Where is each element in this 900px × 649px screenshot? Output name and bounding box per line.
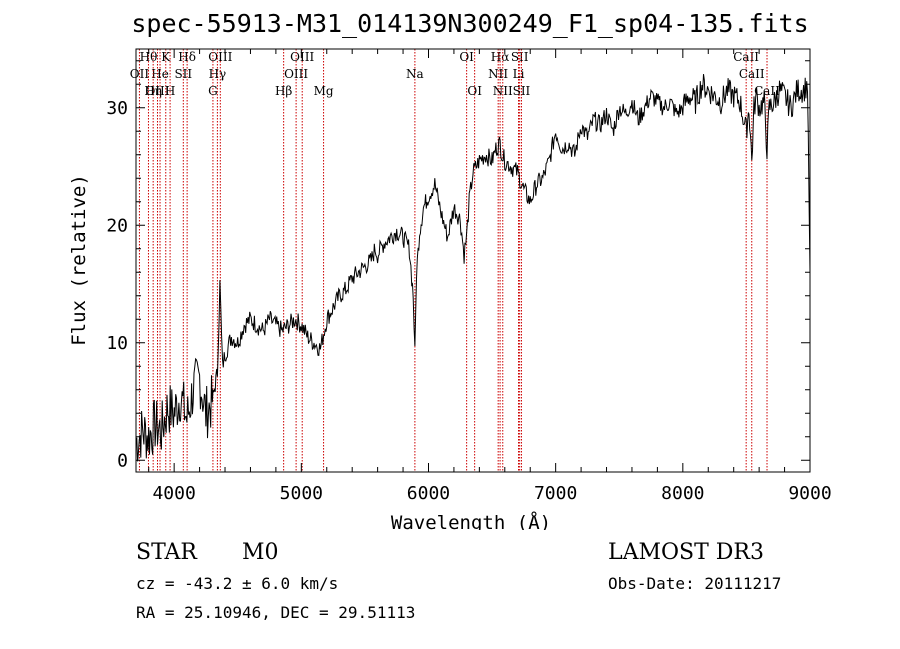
object-class: STAR (136, 540, 197, 565)
line-marker-label: Hγ (209, 67, 227, 81)
y-tick-label: 10 (106, 333, 128, 354)
line-marker-label: K (161, 50, 171, 64)
x-tick-label: 9000 (788, 483, 831, 504)
x-tick-label: 7000 (534, 483, 577, 504)
x-axis-ticks: 4000 5000 6000 7000 8000 9000 (148, 49, 832, 504)
line-marker-label: CaII (733, 50, 759, 64)
obs-date-text: Obs-Date: 20111217 (608, 574, 782, 593)
y-axis-label: Flux (relative) (68, 174, 90, 346)
object-subclass: M0 (242, 540, 279, 565)
line-marker-label: OIII (208, 50, 232, 64)
x-tick-label: 5000 (280, 483, 323, 504)
line-marker-label: NII (488, 67, 508, 81)
y-axis-ticks: 0 10 20 30 (106, 60, 810, 471)
line-marker-label: Na (406, 67, 424, 81)
line-marker-label: Hη (144, 84, 162, 98)
y-tick-label: 0 (117, 450, 128, 471)
plot-frame (135, 48, 811, 473)
line-marker-label: OIII (145, 84, 169, 98)
line-marker-label: Li (513, 67, 525, 81)
line-marker-label: Hδ (178, 50, 196, 64)
y-tick-label: 20 (106, 215, 128, 236)
line-marker-label: OII (130, 67, 150, 81)
line-marker-label: SII (513, 84, 531, 98)
redshift-text: cz = -43.2 ± 6.0 km/s (136, 574, 339, 593)
spectrum-line (135, 74, 811, 462)
spectrum-chart: spec-55913-M31_014139N300249_F1_sp04-135… (68, 9, 832, 530)
chart-title: spec-55913-M31_014139N300249_F1_sp04-135… (131, 9, 808, 38)
coordinates-text: RA = 25.10946, DEC = 29.51113 (136, 603, 416, 622)
x-tick-label: 4000 (152, 483, 195, 504)
line-marker-label: OIII (290, 50, 314, 64)
line-marker-label: Hα (491, 50, 510, 64)
x-axis-label: Wavelength (Å) (391, 511, 551, 530)
y-tick-label: 30 (106, 98, 128, 119)
line-marker-label: Mg (314, 84, 334, 98)
line-marker-label: He (151, 67, 169, 81)
line-marker-label: SII (511, 50, 529, 64)
line-marker-label: H (165, 84, 175, 98)
line-marker-label: OIII (284, 67, 308, 81)
x-tick-label: 6000 (407, 483, 450, 504)
line-marker-label: CaII (754, 84, 780, 98)
line-marker-label: SII (174, 67, 192, 81)
line-marker-label: Hβ (275, 84, 292, 98)
line-marker-label: CaII (739, 67, 765, 81)
survey-name: LAMOST DR3 (608, 540, 764, 565)
line-marker-label: NII (493, 84, 513, 98)
line-marker-label: OI (459, 50, 474, 64)
line-marker-label: G (208, 84, 218, 98)
line-marker-label: OI (467, 84, 482, 98)
x-tick-label: 8000 (661, 483, 704, 504)
